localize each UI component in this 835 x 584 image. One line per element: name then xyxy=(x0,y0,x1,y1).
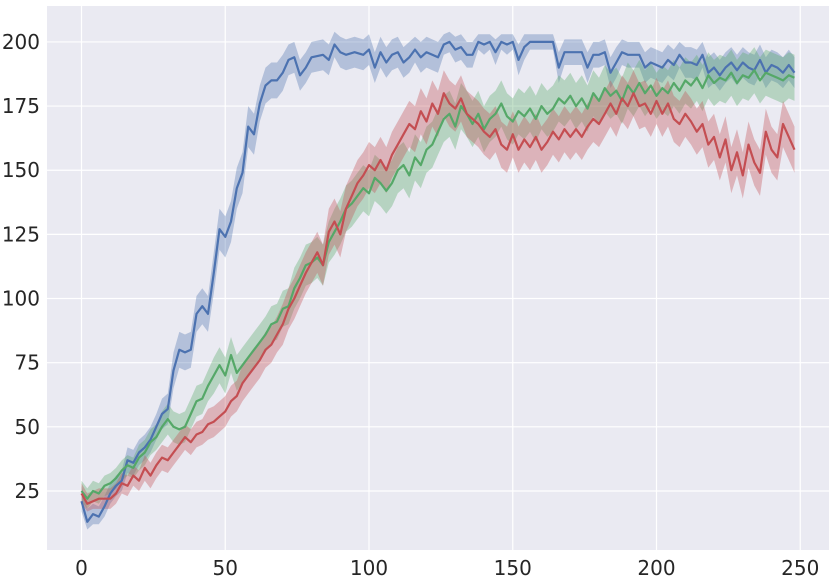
confidence-bands xyxy=(81,31,795,530)
y-tick-label: 50 xyxy=(15,415,40,439)
series-1-line xyxy=(80,40,796,523)
x-tick-label: 200 xyxy=(637,556,675,580)
y-tick-label: 125 xyxy=(2,222,40,246)
series-3-band xyxy=(81,70,795,512)
plot-area xyxy=(47,6,829,550)
x-tick-label: 250 xyxy=(781,556,819,580)
y-tick-label: 25 xyxy=(15,479,40,503)
series-1-band xyxy=(81,31,795,530)
y-tick-label: 150 xyxy=(2,158,40,182)
series-3-line xyxy=(80,92,796,505)
x-tick-label: 150 xyxy=(494,556,532,580)
y-axis-ticks: 25 50 75 100 125 150 175 200 xyxy=(2,30,40,503)
y-tick-label: 175 xyxy=(2,94,40,118)
x-tick-label: 50 xyxy=(213,556,238,580)
x-tick-label: 0 xyxy=(75,556,88,580)
y-tick-label: 200 xyxy=(2,30,40,54)
series-2-band xyxy=(81,47,795,509)
grid xyxy=(47,6,829,550)
x-axis-ticks: 0 50 100 150 200 250 xyxy=(75,556,819,580)
y-tick-label: 100 xyxy=(2,287,40,311)
series-2-line xyxy=(80,69,795,500)
series-lines xyxy=(80,40,796,523)
x-tick-label: 100 xyxy=(350,556,388,580)
y-tick-label: 75 xyxy=(15,351,40,375)
